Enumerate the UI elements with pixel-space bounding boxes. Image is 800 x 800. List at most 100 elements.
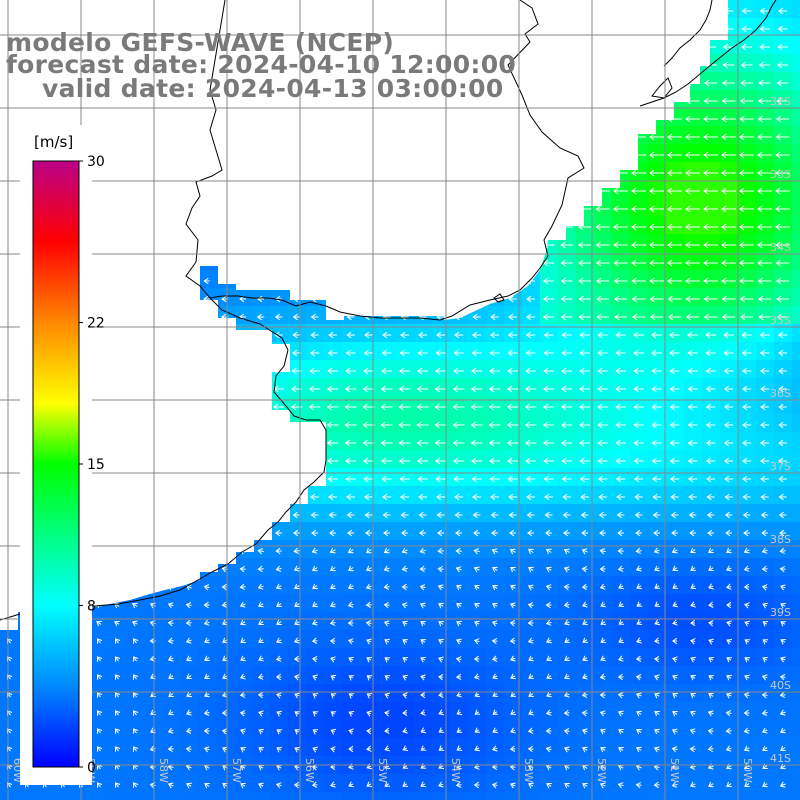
wind-speed-cell: [0, 306, 19, 325]
wind-arrow: [760, 439, 770, 447]
wind-speed-cell: [162, 396, 181, 415]
wind-arrow: [743, 727, 750, 734]
wind-arrow: [383, 205, 390, 213]
wind-speed-cell: [180, 216, 199, 235]
wind-arrow: [509, 548, 516, 555]
wind-speed-cell: [306, 702, 325, 721]
wind-speed-cell: [684, 468, 703, 487]
wind-arrow: [651, 403, 662, 411]
wind-arrow: [416, 385, 429, 393]
wind-speed-cell: [432, 162, 451, 181]
wind-arrow: [542, 169, 555, 177]
wind-arrow: [130, 493, 139, 501]
wind-speed-cell: [0, 180, 19, 199]
wind-speed-cell: [198, 486, 217, 505]
wind-speed-cell: [630, 72, 649, 91]
wind-arrow: [219, 403, 230, 411]
wind-speed-cell: [450, 450, 469, 469]
wind-arrow: [185, 7, 192, 15]
wind-speed-cell: [738, 792, 757, 800]
wind-speed-cell: [396, 18, 415, 37]
wind-arrow: [723, 331, 734, 339]
wind-speed-cell: [342, 126, 361, 145]
wind-arrow: [363, 367, 374, 375]
wind-arrow: [545, 601, 552, 609]
wind-arrow: [508, 187, 517, 195]
wind-speed-cell: [684, 450, 703, 469]
wind-arrow: [560, 259, 573, 267]
wind-arrow: [777, 331, 788, 339]
wind-arrow: [526, 205, 536, 213]
wind-arrow: [96, 638, 103, 644]
wind-speed-cell: [468, 108, 487, 127]
wind-arrow: [633, 403, 644, 411]
wind-arrow: [724, 511, 733, 519]
wind-arrow: [490, 241, 499, 249]
wind-speed-cell: [792, 36, 800, 55]
wind-speed-cell: [396, 792, 415, 800]
wind-arrow: [455, 547, 462, 555]
wind-speed-cell: [432, 234, 451, 253]
wind-speed-cell: [468, 180, 487, 199]
wind-arrow: [420, 691, 426, 699]
wind-arrow: [510, 727, 516, 734]
wind-speed-cell: [468, 216, 487, 235]
wind-speed-cell: [648, 792, 667, 800]
coastline-islands: [493, 77, 673, 303]
wind-speed-cell: [666, 504, 685, 523]
wind-arrow: [438, 727, 445, 733]
wind-arrow: [347, 638, 354, 645]
wind-speed-cell: [612, 18, 631, 37]
wind-speed-cell: [162, 270, 181, 289]
wind-arrow: [470, 439, 483, 447]
wind-arrow: [471, 331, 482, 339]
wind-arrow: [546, 655, 552, 661]
wind-speed-cell: [558, 108, 577, 127]
wind-speed-cell: [720, 126, 739, 145]
wind-speed-cell: [0, 90, 19, 109]
wind-speed-cell: [666, 774, 685, 793]
wind-arrow: [579, 439, 590, 447]
wind-arrow: [185, 133, 192, 141]
wind-arrow: [113, 259, 120, 267]
wind-speed-cell: [792, 72, 800, 91]
wind-speed-cell: [216, 108, 235, 127]
wind-arrow: [597, 25, 608, 33]
wind-arrow: [294, 601, 300, 607]
wind-speed-cell: [756, 432, 775, 451]
wind-arrow: [667, 205, 682, 213]
wind-arrow: [652, 493, 661, 501]
wind-arrow: [240, 655, 246, 662]
wind-arrow: [436, 493, 446, 501]
wind-speed-cell: [558, 252, 577, 271]
wind-speed-cell: [432, 126, 451, 145]
wind-arrow: [613, 151, 628, 159]
wind-speed-cell: [738, 216, 757, 235]
wind-arrow: [543, 43, 554, 51]
wind-arrow: [708, 583, 714, 590]
wind-speed-cell: [702, 360, 721, 379]
wind-speed-cell: [630, 0, 649, 19]
wind-arrow: [615, 7, 626, 15]
wind-arrow: [455, 7, 462, 15]
wind-arrow: [631, 241, 646, 249]
wind-arrow: [112, 475, 121, 483]
wind-speed-cell: [360, 216, 379, 235]
wind-arrow: [312, 729, 319, 735]
wind-speed-cell: [306, 486, 325, 505]
wind-arrow: [758, 295, 772, 303]
wind-speed-cell: [576, 486, 595, 505]
wind-speed-cell: [450, 108, 469, 127]
wind-arrow: [524, 403, 537, 411]
wind-arrow: [636, 601, 643, 607]
wind-speed-cell: [216, 666, 235, 685]
wind-speed-cell: [720, 738, 739, 757]
wind-arrow: [598, 511, 607, 519]
wind-speed-cell: [468, 378, 487, 397]
wind-arrow: [347, 619, 354, 627]
wind-arrow: [255, 421, 267, 429]
wind-speed-cell: [306, 594, 325, 613]
wind-speed-cell: [414, 252, 433, 271]
wind-arrow: [328, 331, 337, 339]
wind-speed-cell: [144, 0, 163, 19]
